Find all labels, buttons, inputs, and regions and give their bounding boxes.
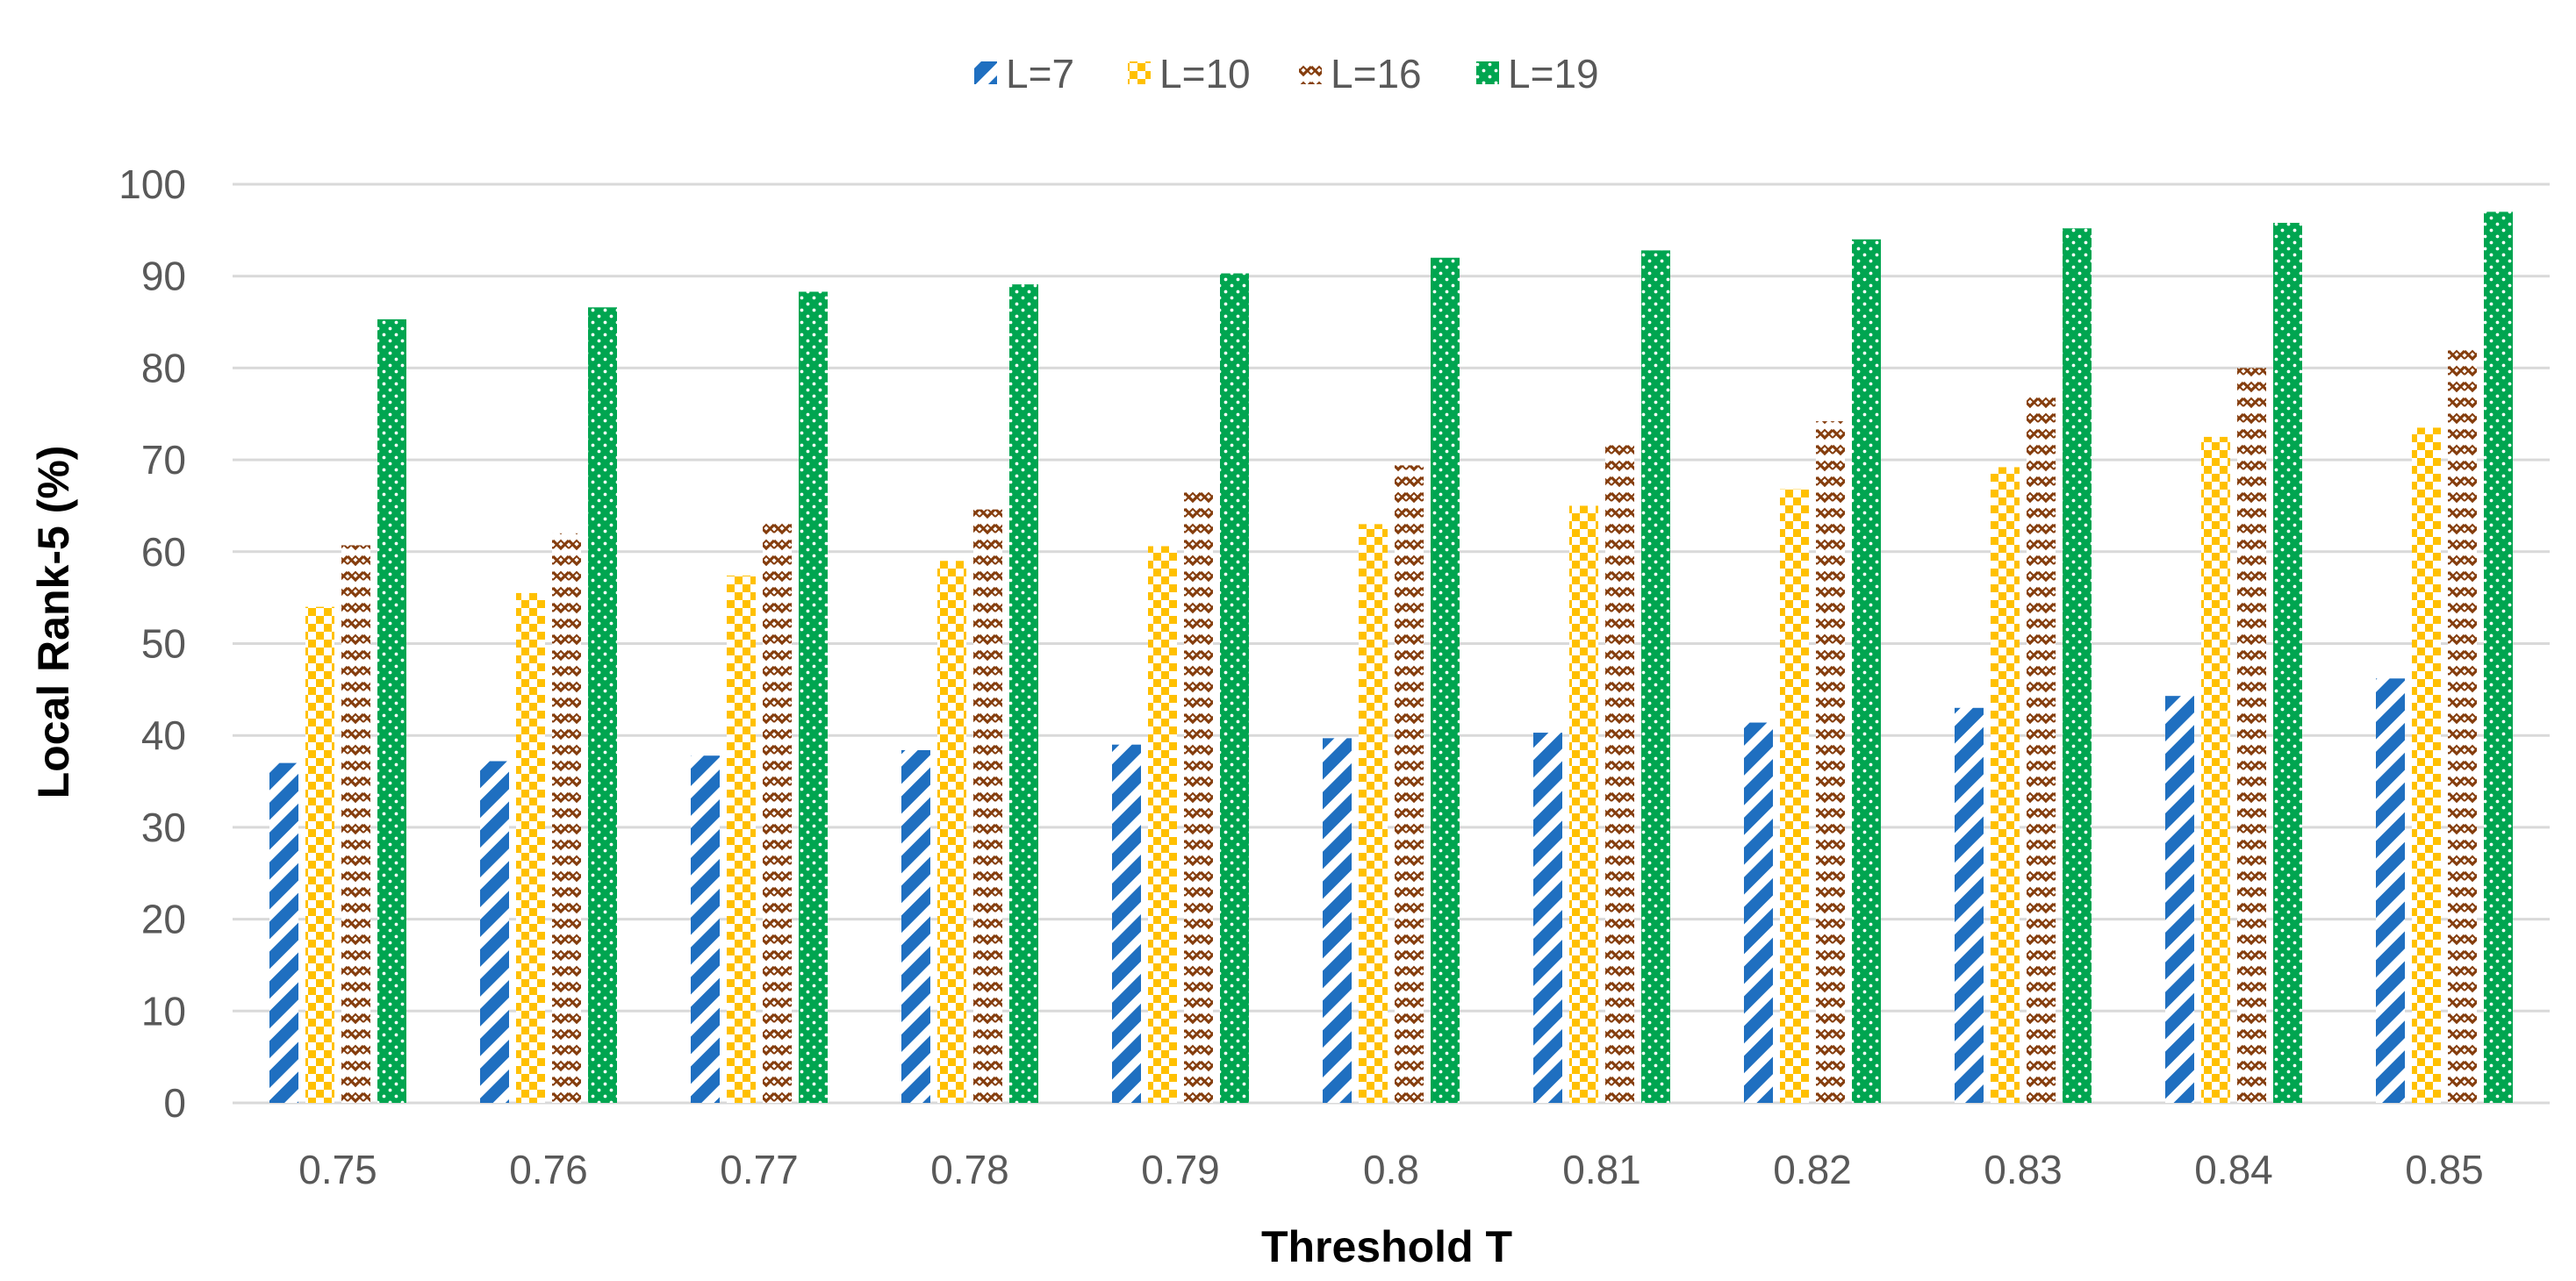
- x-tick-label: 0.77: [720, 1147, 799, 1192]
- y-tick-label: 80: [141, 345, 186, 390]
- y-axis-ticks: 0 10 20 30 40 50 60 70 80 90 100: [118, 161, 186, 1126]
- x-tick-label: 0.84: [2194, 1147, 2273, 1192]
- bar-l10-0.82: [1780, 489, 1809, 1103]
- bar-l10-0.83: [1991, 467, 2020, 1103]
- bar-l19-0.76: [588, 307, 617, 1104]
- legend-label: L=19: [1508, 51, 1599, 97]
- bar-l16-0.82: [1816, 421, 1845, 1104]
- bar-l19-0.81: [1641, 250, 1670, 1103]
- bar-l16-0.83: [2027, 395, 2056, 1103]
- x-tick-label: 0.76: [509, 1147, 588, 1192]
- y-tick-label: 90: [141, 254, 186, 299]
- y-axis-title: Local Rank-5 (%): [29, 446, 78, 799]
- legend-label: L=16: [1331, 51, 1422, 97]
- x-tick-label: 0.85: [2405, 1147, 2484, 1192]
- bar-l10-0.76: [516, 592, 545, 1103]
- bar-l19-0.77: [799, 291, 828, 1103]
- gridlines: [233, 182, 2550, 1105]
- x-tick-label: 0.81: [1562, 1147, 1641, 1192]
- bar-l19-0.84: [2273, 222, 2302, 1103]
- bar-l10-0.85: [2412, 427, 2441, 1104]
- x-axis-title: Threshold T: [1261, 1222, 1512, 1271]
- bar-l7-0.82: [1744, 722, 1773, 1103]
- y-tick-label: 30: [141, 805, 186, 850]
- bar-l19-0.85: [2484, 211, 2513, 1103]
- y-tick-label: 0: [163, 1080, 186, 1126]
- legend: L=7 L=10 L=16 L=19: [974, 51, 1599, 97]
- bar-l10-0.8: [1359, 524, 1388, 1103]
- bar-l7-0.84: [2165, 696, 2194, 1103]
- bar-l16-0.75: [341, 545, 370, 1103]
- legend-swatch-l16: [1299, 61, 1322, 84]
- bar-l7-0.75: [269, 762, 298, 1103]
- x-axis-ticks: 0.75 0.76 0.77 0.78 0.79 0.8 0.81 0.82 0.83 0.84 0…: [298, 1147, 2484, 1192]
- x-tick-label: 0.79: [1141, 1147, 1220, 1192]
- bar-l7-0.83: [1955, 707, 1984, 1103]
- bars: [269, 211, 2513, 1104]
- bar-l10-0.81: [1569, 505, 1598, 1103]
- bar-l16-0.8: [1395, 465, 1424, 1103]
- bar-l10-0.79: [1148, 546, 1177, 1103]
- legend-label: L=10: [1159, 51, 1251, 97]
- bar-l7-0.8: [1323, 738, 1352, 1103]
- bar-l16-0.76: [552, 533, 581, 1103]
- bar-l16-0.78: [973, 509, 1002, 1103]
- x-tick-label: 0.83: [1984, 1147, 2063, 1192]
- y-tick-label: 100: [118, 161, 186, 207]
- bar-l10-0.75: [305, 606, 334, 1103]
- bar-l16-0.79: [1184, 487, 1213, 1103]
- legend-label: L=7: [1006, 51, 1074, 97]
- y-tick-label: 10: [141, 988, 186, 1034]
- bar-l19-0.8: [1431, 257, 1460, 1103]
- bar-l7-0.85: [2376, 678, 2405, 1103]
- y-tick-label: 70: [141, 437, 186, 483]
- bar-l19-0.79: [1220, 273, 1249, 1104]
- bar-l16-0.81: [1605, 445, 1634, 1103]
- bar-l7-0.77: [691, 755, 720, 1103]
- bar-l10-0.78: [937, 561, 966, 1103]
- bar-l10-0.77: [727, 576, 756, 1103]
- bar-l19-0.75: [377, 318, 406, 1103]
- y-tick-label: 40: [141, 712, 186, 758]
- bar-l7-0.76: [480, 761, 509, 1103]
- legend-swatch-l10: [1128, 61, 1151, 84]
- bar-l7-0.81: [1533, 733, 1562, 1103]
- bar-l16-0.77: [763, 519, 792, 1103]
- x-tick-label: 0.78: [930, 1147, 1009, 1192]
- bar-l19-0.82: [1852, 239, 1881, 1103]
- x-tick-label: 0.82: [1773, 1147, 1852, 1192]
- y-tick-label: 20: [141, 897, 186, 942]
- bar-l7-0.79: [1112, 744, 1141, 1103]
- bar-l16-0.85: [2448, 349, 2477, 1104]
- x-tick-label: 0.8: [1363, 1147, 1419, 1192]
- y-tick-label: 60: [141, 529, 186, 575]
- legend-swatch-l7: [974, 61, 997, 84]
- legend-swatch-l19: [1476, 61, 1499, 84]
- x-tick-label: 0.75: [298, 1147, 377, 1192]
- y-tick-label: 50: [141, 621, 186, 667]
- bar-l19-0.83: [2063, 228, 2092, 1104]
- bar-l7-0.78: [901, 749, 930, 1103]
- bar-l16-0.84: [2237, 368, 2266, 1103]
- bar-l10-0.84: [2201, 436, 2230, 1103]
- bar-l19-0.78: [1009, 284, 1038, 1103]
